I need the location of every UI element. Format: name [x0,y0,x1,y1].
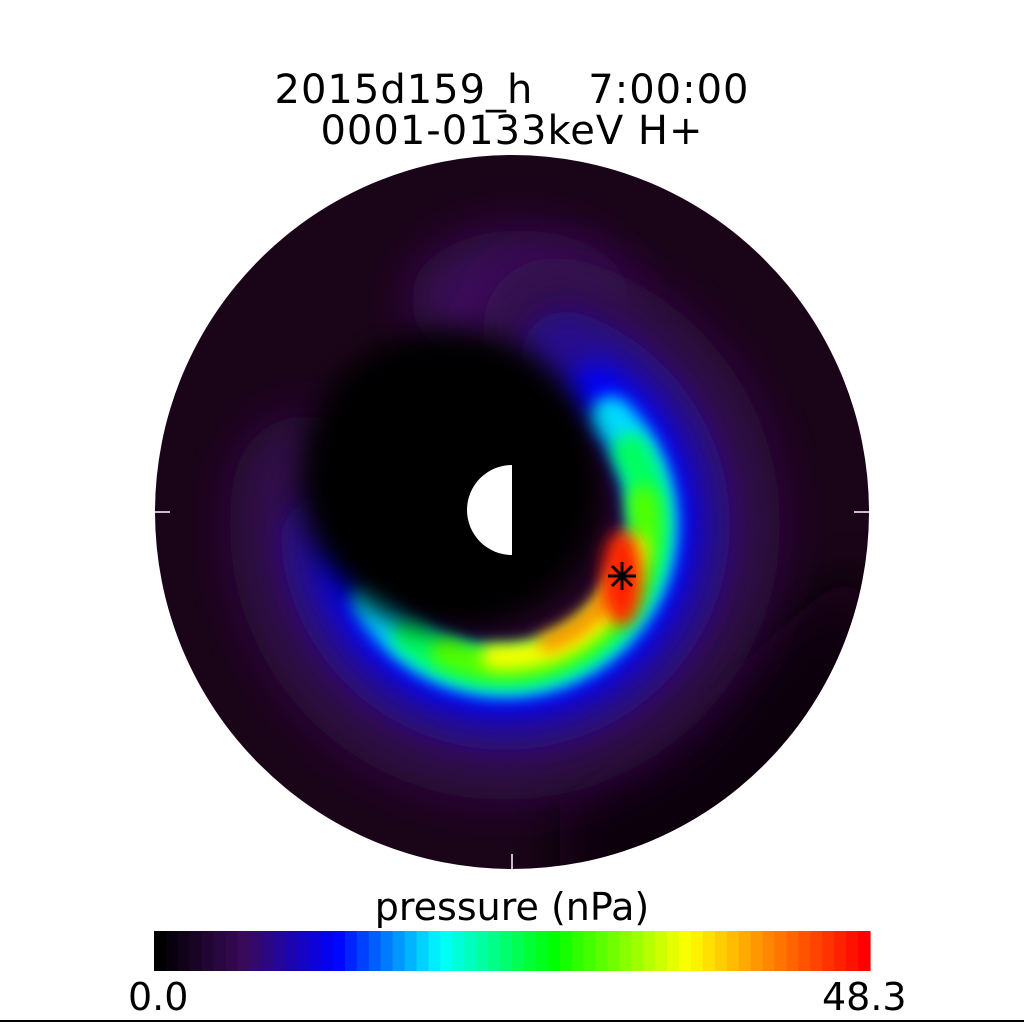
colorbar-segment [679,931,692,971]
peak-asterisk-icon [608,562,636,590]
colorbar-segment [476,931,489,971]
plot-subtitle: 0001-0133keV H+ [320,108,704,154]
colorbar-segment [273,931,286,971]
colorbar-segment [321,931,334,971]
colorbar-segment [523,931,537,971]
colorbar-segment [452,931,465,971]
colorbar-segment [691,931,704,971]
colorbar-segment [762,931,776,971]
colorbar-segment [440,931,453,971]
colorbar-segment [154,931,167,971]
colorbar-segment [631,931,644,971]
colorbar-segment [512,931,525,971]
colorbar-segment [333,931,346,971]
inner-region [300,330,600,630]
colorbar-segment [392,931,406,971]
colorbar-segment [750,931,764,971]
colorbar-segment [225,931,239,971]
colorbar-segment [798,931,811,971]
colorbar-segment [356,931,370,971]
colorbar-label: pressure (nPa) [374,885,650,929]
colorbar [154,931,871,971]
colorbar-segment [583,931,597,971]
colorbar-segment [643,931,656,971]
colorbar-segment [237,931,251,971]
plot-title: 2015d159_h 7:00:00 [274,67,750,113]
colorbar-segment [571,931,585,971]
axis-ticks [155,511,869,869]
colorbar-segment [858,931,871,971]
colorbar-segment [702,931,716,971]
colorbar-segment [500,931,513,971]
colorbar-segment [404,931,418,971]
colorbar-segment [488,931,501,971]
colorbar-segment [714,931,728,971]
colorbar-segment [834,931,847,971]
colorbar-segment [607,931,620,971]
colorbar-segment [368,931,382,971]
colorbar-segment [846,931,859,971]
colorbar-segment [786,931,799,971]
colorbar-segment [619,931,632,971]
colorbar-segment [213,931,227,971]
colorbar-segment [189,931,203,971]
colorbar-segment [249,931,262,971]
bottom-border [0,1020,1024,1022]
colorbar-min-label: 0.0 [128,975,189,1019]
colorbar-segment [810,931,823,971]
colorbar-segment [774,931,788,971]
earth-icon [467,465,557,555]
colorbar-segment [559,931,573,971]
colorbar-segment [535,931,549,971]
colorbar-segment [261,931,274,971]
colorbar-segment [655,931,668,971]
colorbar-segment [738,931,752,971]
colorbar-segment [344,931,358,971]
colorbar-max-label: 48.3 [822,975,907,1019]
colorbar-segment [428,931,441,971]
colorbar-segment [177,931,191,971]
colorbar-segment [464,931,477,971]
colorbar-segment [285,931,298,971]
colorbar-segment [309,931,322,971]
colorbar-segment [667,931,680,971]
colorbar-segment [822,931,835,971]
colorbar-segment [547,931,561,971]
colorbar-segment [416,931,430,971]
colorbar-segment [201,931,215,971]
colorbar-segment [165,931,179,971]
colorbar-segment [595,931,609,971]
colorbar-segment [726,931,740,971]
colorbar-segment [297,931,310,971]
colorbar-segment [380,931,394,971]
